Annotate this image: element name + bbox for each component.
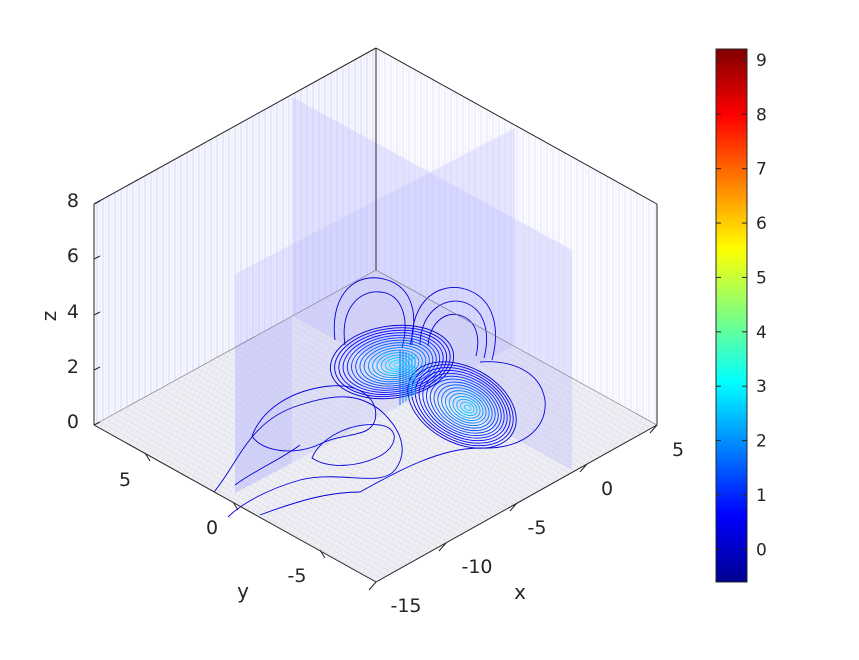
z-tick-label: 6 bbox=[67, 245, 79, 267]
colorbar-tick-label: 4 bbox=[756, 323, 767, 343]
slice-plane-y-base bbox=[235, 316, 292, 493]
contour-ring bbox=[429, 378, 499, 434]
x-tick-label: 0 bbox=[601, 478, 613, 500]
contour-ring bbox=[359, 342, 430, 385]
colorbar-tick-label: 6 bbox=[756, 214, 767, 234]
colorbar-tick-label: 2 bbox=[756, 432, 767, 452]
colorbar-tick-label: 1 bbox=[756, 486, 767, 506]
contour-ring bbox=[444, 390, 487, 424]
contour-lines bbox=[213, 277, 546, 518]
contour-ring bbox=[437, 384, 493, 429]
contour-ring bbox=[463, 404, 472, 411]
contour-line bbox=[343, 291, 406, 349]
colorbar-tick-label: 3 bbox=[756, 377, 767, 397]
contour-ring bbox=[460, 401, 475, 414]
contour-ring bbox=[426, 375, 502, 437]
x-tick-label: -10 bbox=[461, 556, 492, 578]
contour-ring bbox=[342, 332, 444, 393]
contour-ring bbox=[355, 339, 434, 387]
y-axis: 5 0 -5 y bbox=[119, 452, 326, 603]
contour-ring bbox=[418, 370, 508, 442]
colorbar: 0 1 2 3 4 5 6 7 8 9 bbox=[715, 48, 767, 583]
contour-ring bbox=[441, 387, 490, 427]
contour-line bbox=[213, 396, 403, 518]
back-wall-left bbox=[94, 48, 376, 425]
contour-ring bbox=[389, 359, 406, 370]
slice-plane-y bbox=[235, 128, 515, 493]
contour-ring bbox=[393, 362, 402, 368]
x-tick-label: -15 bbox=[390, 595, 421, 617]
contour-ring bbox=[372, 349, 420, 379]
contour-ring bbox=[433, 381, 496, 432]
contour-line bbox=[359, 361, 546, 493]
contour-line bbox=[251, 385, 377, 452]
colorbar-tick-label: 5 bbox=[756, 268, 767, 288]
contour-ring bbox=[452, 395, 481, 419]
contour-line bbox=[419, 300, 487, 359]
contour-ring bbox=[338, 329, 448, 395]
colorbar-tick-label: 8 bbox=[756, 105, 767, 125]
colorbar-gradient bbox=[715, 48, 748, 583]
contour-ring bbox=[329, 324, 455, 400]
contour-ring bbox=[456, 398, 478, 416]
contour-line bbox=[311, 424, 395, 466]
contour-ring bbox=[334, 327, 451, 398]
contour-ring bbox=[363, 344, 427, 383]
slice-plane-x bbox=[292, 97, 572, 470]
contour-ring bbox=[407, 361, 517, 449]
contour-ring bbox=[422, 372, 505, 439]
contour-line bbox=[427, 314, 479, 357]
x-tick-label: 5 bbox=[672, 439, 684, 461]
colorbar-ticks: 0 1 2 3 4 5 6 7 8 9 bbox=[716, 51, 767, 560]
contour-ring bbox=[351, 337, 437, 389]
contour-ring bbox=[411, 364, 514, 447]
y-tick-label: 5 bbox=[119, 469, 131, 491]
contour-line bbox=[259, 491, 361, 516]
contour-line bbox=[333, 277, 415, 346]
contour-ring bbox=[414, 367, 511, 444]
colorbar-tick-label: 7 bbox=[756, 160, 767, 180]
contour-ring bbox=[346, 334, 441, 391]
contour-ring bbox=[384, 357, 409, 372]
y-axis-label: y bbox=[237, 579, 249, 603]
z-tick-label: 8 bbox=[67, 190, 79, 212]
x-tick-label: -5 bbox=[528, 517, 547, 539]
contour-ring bbox=[448, 393, 484, 422]
y-tick-label: -5 bbox=[288, 565, 307, 587]
x-axis-label: x bbox=[514, 580, 526, 604]
contour-line bbox=[234, 444, 301, 486]
z-axis-label: z bbox=[37, 311, 61, 322]
z-tick-label: 4 bbox=[67, 301, 79, 323]
colorbar-tick-label: 9 bbox=[756, 51, 767, 71]
z-axis: 0 2 4 6 8 z bbox=[37, 190, 101, 433]
colorbar-tick-label: 0 bbox=[756, 540, 767, 560]
axes-box bbox=[93, 47, 658, 583]
x-axis: 5 0 -5 -10 -15 x bbox=[368, 424, 684, 617]
z-tick-label: 0 bbox=[67, 411, 79, 433]
contour-ring bbox=[367, 347, 423, 381]
floor-slice bbox=[94, 270, 657, 582]
back-wall-right bbox=[376, 48, 657, 425]
z-tick-label: 2 bbox=[67, 356, 79, 378]
y-tick-label: 0 bbox=[206, 517, 218, 539]
contour-line bbox=[411, 287, 496, 361]
